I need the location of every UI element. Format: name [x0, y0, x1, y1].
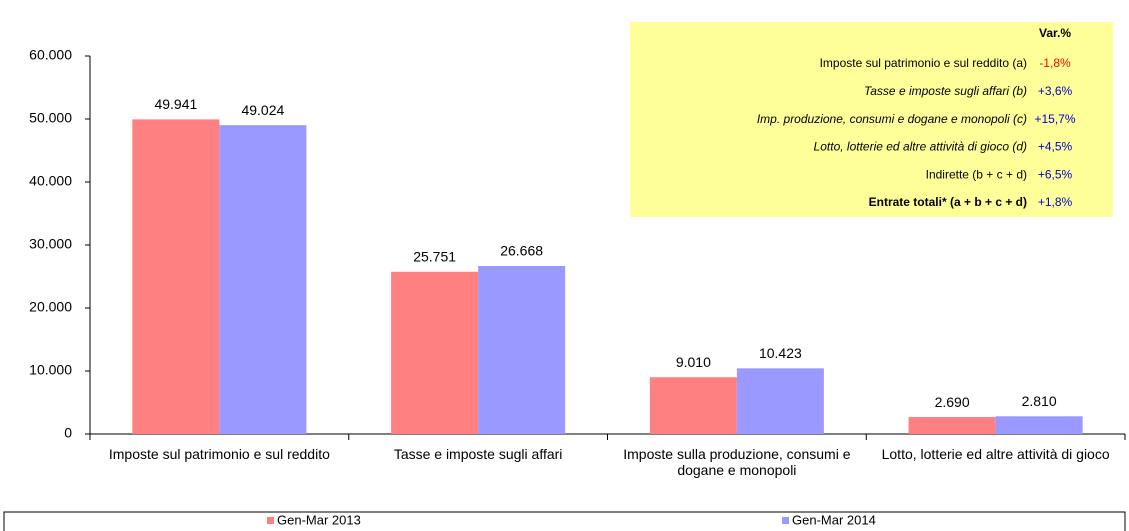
x-tick-label: Lotto, lotterie ed altre attività di gio…: [881, 446, 1110, 462]
value-label: 10.423: [759, 345, 802, 361]
bar: [736, 368, 824, 434]
y-tick-label: 40.000: [29, 173, 72, 189]
value-label: 2.810: [1022, 393, 1057, 409]
bar: [649, 377, 737, 434]
annotation-value: +15,7%: [1034, 112, 1075, 126]
annotation-label: Lotto, lotterie ed altre attività di gio…: [814, 140, 1027, 154]
legend-label: Gen-Mar 2014: [792, 512, 876, 527]
annotation-box: [630, 22, 1113, 217]
value-label: 2.690: [935, 394, 970, 410]
annotation-value: +1,8%: [1038, 195, 1073, 209]
y-tick-label: 30.000: [29, 236, 72, 252]
bar: [132, 119, 220, 434]
x-tick-label: Imposte sulla produzione, consumi e doga…: [623, 446, 851, 478]
annotation-value: +3,6%: [1038, 84, 1073, 98]
annotation-label: Imp. produzione, consumi e dogane e mono…: [757, 112, 1027, 126]
bar: [995, 416, 1083, 434]
value-label: 26.668: [500, 243, 543, 259]
legend-box: [3, 511, 1126, 531]
value-label: 25.751: [413, 248, 456, 264]
value-label: 49.941: [154, 96, 197, 112]
bar: [219, 125, 307, 434]
value-label: 49.024: [241, 102, 284, 118]
legend-swatch: [782, 517, 789, 524]
bar: [391, 271, 479, 434]
y-tick-label: 50.000: [29, 110, 72, 126]
y-tick-label: 60.000: [29, 47, 72, 63]
bar: [908, 417, 996, 434]
annotation-label: Entrate totali* (a + b + c + d): [869, 195, 1027, 209]
x-tick-label: Tasse e imposte sugli affari: [393, 446, 563, 462]
y-tick-label: 10.000: [29, 362, 72, 378]
annotation-value: +4,5%: [1038, 140, 1073, 154]
legend-swatch: [267, 517, 274, 524]
y-tick-label: 0: [64, 425, 72, 441]
bar: [478, 265, 566, 434]
y-tick-label: 20.000: [29, 299, 72, 315]
legend-label: Gen-Mar 2013: [277, 512, 361, 527]
annotation-label: Indirette (b + c + d): [926, 167, 1027, 181]
annotation-label: Imposte sul patrimonio e sul reddito (a): [820, 56, 1027, 70]
x-tick-label: Imposte sul patrimonio e sul reddito: [108, 446, 330, 462]
annotation-value: -1,8%: [1039, 56, 1071, 70]
annotation-label: Tasse e imposte sugli affari (b): [864, 84, 1027, 98]
annotation-value: +6,5%: [1038, 167, 1073, 181]
annotation-header: Var.%: [1039, 26, 1071, 40]
value-label: 9.010: [676, 354, 711, 370]
